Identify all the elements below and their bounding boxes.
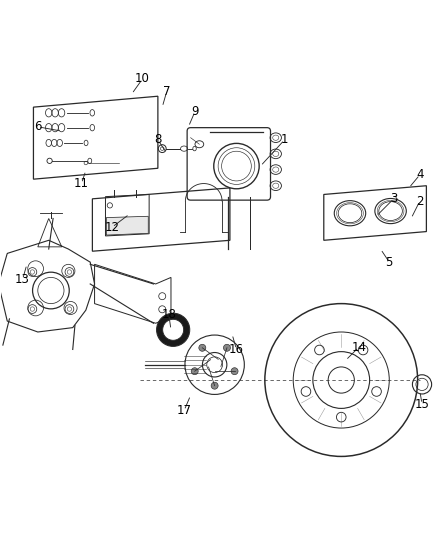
Text: 3: 3	[390, 192, 397, 205]
Text: 4: 4	[416, 168, 424, 181]
Text: 11: 11	[74, 177, 89, 190]
Text: 14: 14	[351, 341, 366, 354]
Circle shape	[199, 344, 206, 351]
Circle shape	[162, 319, 184, 340]
Text: 9: 9	[191, 105, 199, 118]
Polygon shape	[106, 216, 148, 235]
Text: 2: 2	[416, 195, 424, 207]
Text: 5: 5	[385, 256, 393, 269]
Text: 8: 8	[154, 133, 162, 147]
Text: 13: 13	[15, 273, 30, 286]
Circle shape	[156, 313, 190, 346]
Circle shape	[211, 382, 218, 389]
Text: 12: 12	[105, 221, 120, 233]
Circle shape	[223, 344, 230, 351]
Text: 15: 15	[415, 398, 430, 410]
Text: 17: 17	[177, 404, 191, 417]
Circle shape	[191, 368, 198, 375]
Text: 16: 16	[229, 343, 244, 356]
Text: 1: 1	[281, 133, 288, 147]
Circle shape	[231, 368, 238, 375]
Text: 18: 18	[161, 308, 176, 321]
Text: 6: 6	[34, 120, 42, 133]
Text: 7: 7	[163, 85, 170, 99]
Text: 10: 10	[135, 72, 150, 85]
